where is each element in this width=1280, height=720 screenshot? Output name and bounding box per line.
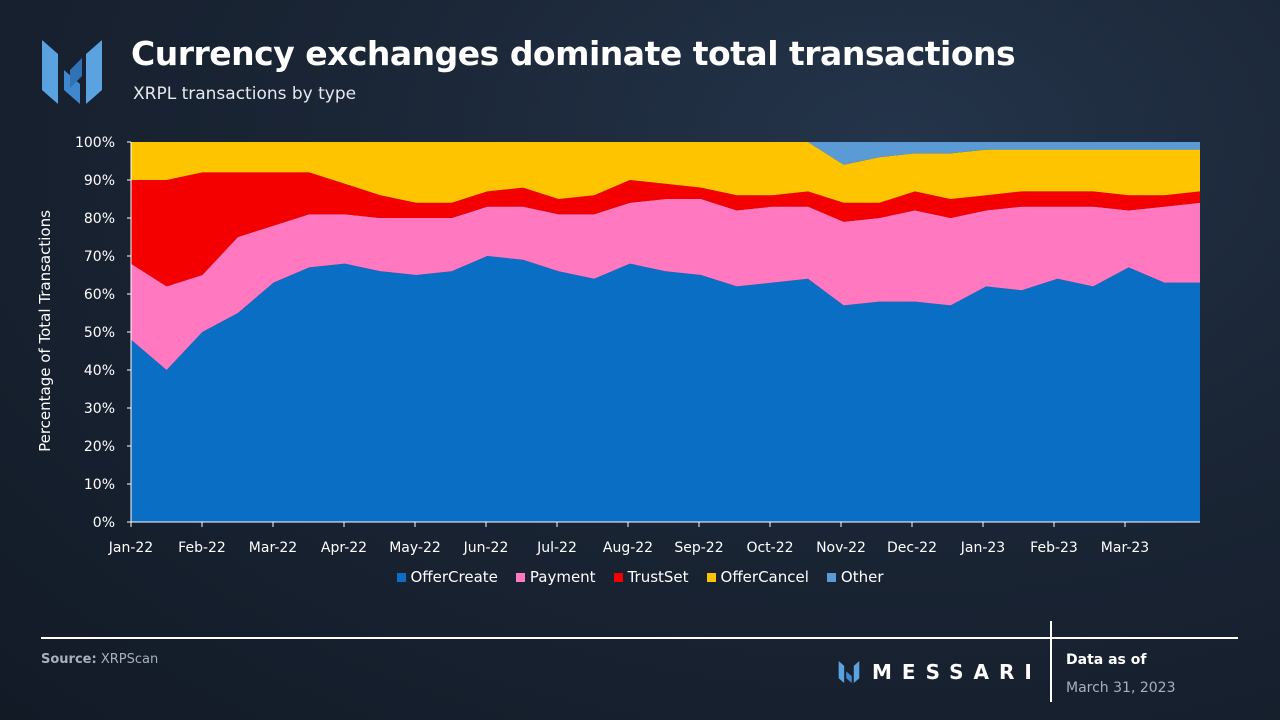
y-tick-label: 100% bbox=[75, 135, 115, 151]
y-tick-label: 30% bbox=[84, 401, 115, 417]
y-tick-label: 60% bbox=[84, 287, 115, 303]
x-tick-label: Jan-23 bbox=[960, 540, 1005, 556]
x-tick-label: Apr-22 bbox=[321, 540, 367, 556]
legend-item-offercreate: OfferCreate bbox=[396, 568, 498, 586]
x-tick-label: Jun-22 bbox=[463, 540, 509, 556]
x-tick-label: Feb-23 bbox=[1030, 540, 1078, 556]
x-tick-label: Jan-22 bbox=[108, 540, 153, 556]
x-tick-label: Jul-22 bbox=[536, 540, 577, 556]
messari-logo-icon bbox=[42, 40, 102, 104]
x-tick-label: Dec-22 bbox=[887, 540, 937, 556]
area-series-payment bbox=[131, 199, 1200, 370]
legend-swatch-payment bbox=[515, 572, 525, 582]
y-tick-label: 70% bbox=[84, 249, 115, 265]
data-as-of-date: March 31, 2023 bbox=[1066, 680, 1176, 696]
x-axis-ticks: Jan-22 Feb-22 Mar-22 Apr-22 May-22 Jun-22 Jul-… bbox=[108, 522, 1149, 556]
y-tick-label: 80% bbox=[84, 211, 115, 227]
legend-swatch-offercreate bbox=[396, 572, 406, 582]
area-series-offercancel bbox=[131, 142, 1200, 203]
x-tick-label: Mar-22 bbox=[249, 540, 297, 556]
source-value: XRPScan bbox=[100, 652, 159, 667]
legend-label: OfferCancel bbox=[720, 568, 809, 586]
legend-swatch-trustset bbox=[613, 572, 623, 582]
x-tick-label: Aug-22 bbox=[603, 540, 653, 556]
x-tick-label: Mar-23 bbox=[1101, 540, 1149, 556]
x-tick-label: Sep-22 bbox=[674, 540, 723, 556]
area-series-trustset bbox=[131, 172, 1200, 287]
footer-divider bbox=[41, 637, 1238, 639]
legend-swatch-other bbox=[826, 572, 836, 582]
legend-item-other: Other bbox=[826, 568, 884, 586]
messari-brand: MESSARI bbox=[838, 660, 1042, 684]
x-tick-label: Oct-22 bbox=[746, 540, 793, 556]
source-note: Source: XRPScan bbox=[41, 652, 158, 667]
legend-label: Other bbox=[840, 568, 884, 586]
footer-vertical-divider bbox=[1050, 621, 1052, 702]
x-tick-label: May-22 bbox=[389, 540, 441, 556]
x-tick-label: Nov-22 bbox=[816, 540, 866, 556]
y-tick-label: 50% bbox=[84, 325, 115, 341]
page-title: Currency exchanges dominate total transa… bbox=[131, 34, 1016, 73]
legend-item-payment: Payment bbox=[515, 568, 596, 586]
legend-label: Payment bbox=[529, 568, 596, 586]
page-subtitle: XRPL transactions by type bbox=[133, 84, 357, 104]
area-series-other bbox=[131, 142, 1200, 165]
legend-label: OfferCreate bbox=[410, 568, 498, 586]
area-series-offercreate bbox=[131, 256, 1200, 522]
chart-areas bbox=[131, 142, 1200, 522]
y-tick-label: 20% bbox=[84, 439, 115, 455]
legend-item-offercancel: OfferCancel bbox=[706, 568, 809, 586]
legend-swatch-offercancel bbox=[706, 572, 716, 582]
y-axis-ticks: 0% 10% 20% 30% 40% 50% 60% 70% 80% 90% 100% bbox=[75, 135, 131, 531]
source-label: Source: bbox=[41, 652, 97, 667]
data-as-of-label: Data as of bbox=[1066, 652, 1147, 668]
y-tick-label: 0% bbox=[93, 515, 115, 531]
y-axis-label: Percentage of Total Transactions bbox=[36, 210, 54, 452]
brand-wordmark: MESSARI bbox=[872, 660, 1042, 684]
legend-item-trustset: TrustSet bbox=[613, 568, 689, 586]
y-tick-label: 10% bbox=[84, 477, 115, 493]
y-tick-label: 90% bbox=[84, 173, 115, 189]
messari-small-logo-icon bbox=[838, 661, 860, 683]
legend-label: TrustSet bbox=[627, 568, 689, 586]
x-tick-label: Feb-22 bbox=[178, 540, 226, 556]
y-tick-label: 40% bbox=[84, 363, 115, 379]
stacked-area-chart: 0% 10% 20% 30% 40% 50% 60% 70% 80% 90% 100% Jan-22… bbox=[36, 135, 1200, 556]
chart-legend: OfferCreate Payment TrustSet OfferCancel… bbox=[0, 568, 1280, 586]
